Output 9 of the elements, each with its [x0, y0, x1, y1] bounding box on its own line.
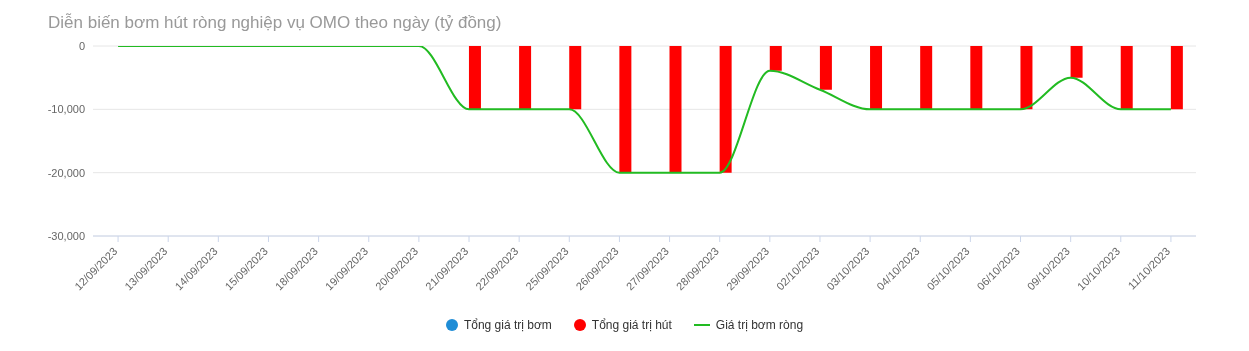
- y-tick-label: -10,000: [47, 103, 85, 116]
- y-tick-label: -30,000: [47, 229, 85, 242]
- legend-label: Tổng giá trị hút: [591, 318, 672, 332]
- y-tick-label: 0: [78, 39, 85, 52]
- legend-label: Tổng giá trị bơm: [463, 318, 552, 332]
- y-tick-label: -20,000: [47, 166, 85, 179]
- line-series: [117, 46, 1172, 174]
- chart-title: Diễn biến bơm hút ròng nghiệp vụ OMO theo ngày (tỷ đồng): [47, 12, 503, 34]
- legend-label: Giá trị bơm ròng: [715, 318, 804, 332]
